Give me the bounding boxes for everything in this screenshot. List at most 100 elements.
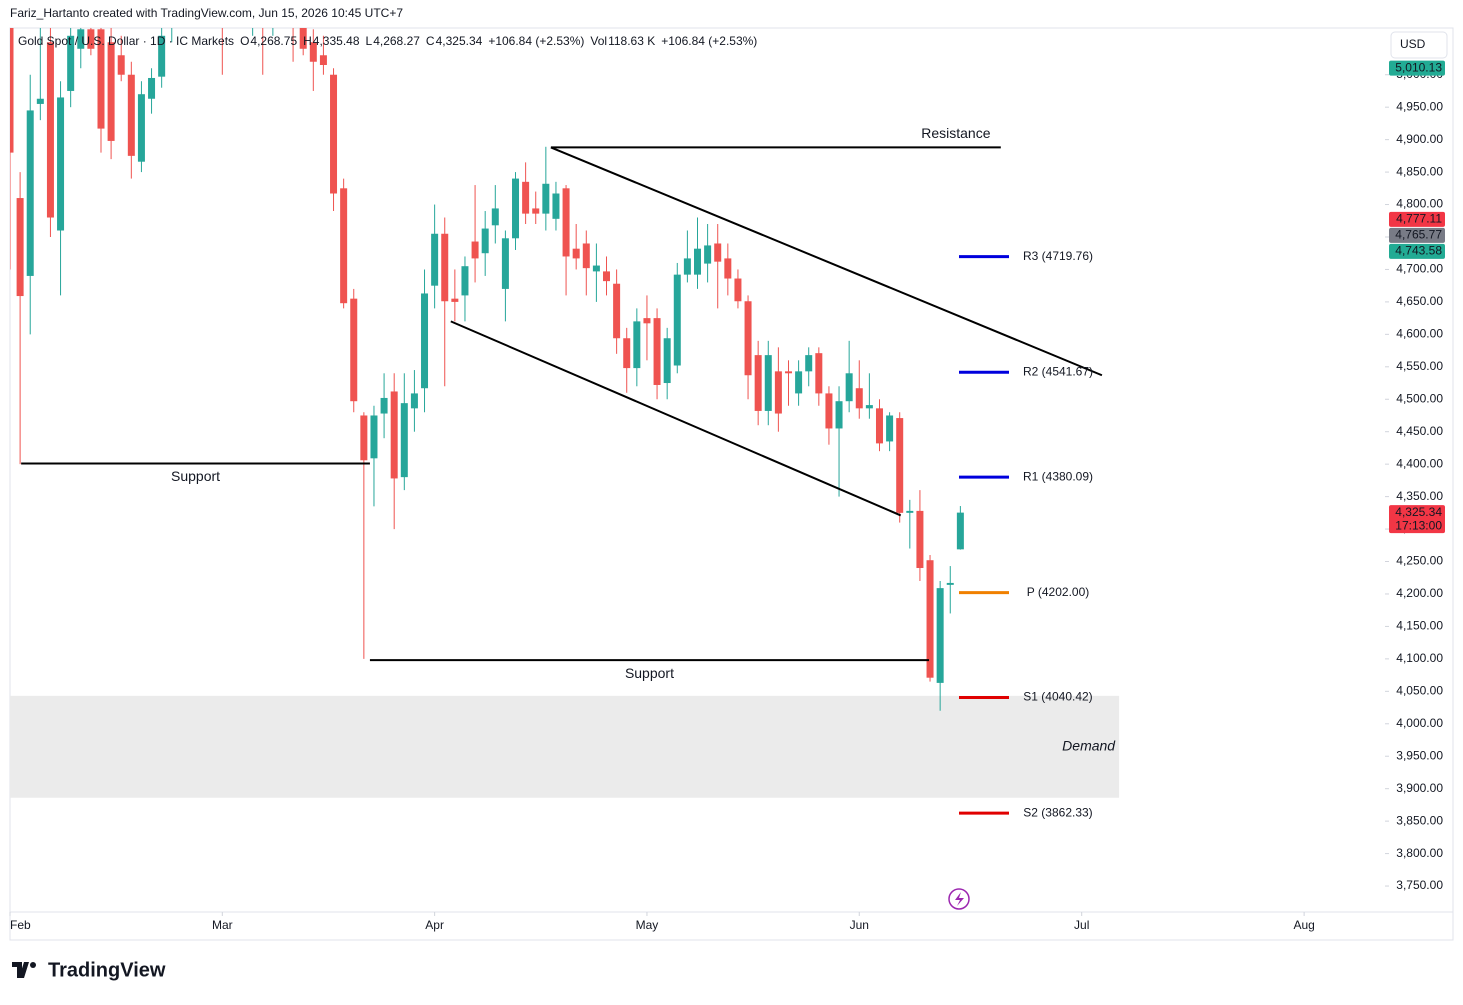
candle-body [896,418,904,513]
candle-body [906,510,914,513]
candle-body [552,193,560,219]
currency-button[interactable] [1390,31,1448,59]
y-tick-label: 4,150.00 [1396,619,1443,633]
y-tick-label: 4,900.00 [1396,132,1443,146]
candle-body [724,258,732,279]
logo: TradingView [12,959,166,981]
price-badge-label: 4,777.11 [1396,212,1442,226]
candle-body [623,338,631,369]
y-tick-label: 4,450.00 [1396,424,1443,438]
candle-body [532,208,540,214]
line-label: Resistance [921,125,990,141]
y-tick-label: 4,200.00 [1396,586,1443,600]
trend-line [550,146,1103,377]
y-tick-label: 3,900.00 [1396,781,1443,795]
candle-body [886,415,894,442]
candle-body [481,228,489,254]
candle-body [582,243,590,269]
candle-body [431,233,439,286]
candle-body [501,238,509,289]
pivot-label: S2 (3862.33) [1023,805,1092,819]
ohlc-key: C [426,34,435,48]
y-tick-label: 4,600.00 [1396,327,1443,341]
candle-body [633,321,641,369]
candle-body [754,355,762,411]
candle-body [683,258,691,275]
candle-body [451,298,459,302]
candle-body [562,188,570,257]
y-tick-label: 3,750.00 [1396,878,1443,892]
candle-body [87,29,95,49]
y-tick-label: 4,550.00 [1396,359,1443,373]
candle-body [330,74,338,194]
pivot-label: R2 (4541.67) [1023,364,1093,378]
y-tick-label: 4,850.00 [1396,164,1443,178]
y-tick-label: 4,050.00 [1396,683,1443,697]
x-tick-label: Apr [425,918,444,932]
candle-body [764,355,772,411]
x-tick-label: Aug [1293,918,1314,932]
candle-body [67,35,75,91]
x-tick-label: Jun [850,918,869,932]
legend-item: 118.63 K [608,34,655,48]
candle-body [714,243,722,262]
candle-body [592,265,600,272]
candle-body [158,35,166,77]
y-tick-label: 3,850.00 [1396,813,1443,827]
candle-body [57,97,65,231]
candle-body [441,233,449,302]
candle-body [572,248,580,259]
line-label: Support [625,665,674,681]
candle-body [855,388,863,409]
candle-body [107,42,115,141]
candle-body [421,293,429,389]
candle-body [603,271,611,282]
candle-body [673,274,681,366]
candle-body [795,371,803,394]
y-tick-label: 4,700.00 [1396,262,1443,276]
candle-body [522,181,530,214]
y-tick-label: 4,800.00 [1396,197,1443,211]
candle-body [916,510,924,569]
candle-body [956,512,964,550]
candle-body [542,183,550,214]
legend-item: Vol [590,34,607,48]
candle-body [471,241,479,259]
candle-body [613,283,621,339]
logo-dot [30,962,36,968]
currency[interactable]: USD [1400,37,1426,51]
candle-body [926,560,934,678]
chart-frame [9,27,1454,941]
logo-mark [12,962,29,978]
candle-body [825,393,833,429]
legend: Gold Spot / U.S. Dollar · 1D · IC Market… [18,34,757,48]
ohlc-value: 4,335.48 [313,34,360,48]
plot-area [10,28,1120,815]
price-badge-sublabel: 17:13:00 [1395,518,1442,532]
candle-body [360,415,368,461]
candle-body [653,318,661,385]
candle-body [77,29,85,49]
price-badge-label: 4,743.58 [1395,244,1442,258]
price-badge [1389,243,1445,259]
candle-body [946,582,954,585]
candle-body [148,77,156,99]
ohlc-value: 4,268.27 [373,34,420,48]
candle-body [350,298,358,402]
candle-body [340,188,348,304]
credit: Fariz_Hartanto created with TradingView.… [10,6,403,20]
candle-body [370,415,378,459]
candle-body [512,178,520,239]
candle-body [410,393,418,409]
y-tick-label: 4,350.00 [1396,489,1443,503]
ohlc-key: O [240,34,249,48]
price-badge-label: 4,325.34 [1395,505,1442,519]
y-tick-label: 3,800.00 [1396,846,1443,860]
replay-icon[interactable] [948,888,970,910]
candle-body [815,353,823,394]
price-badge-label: 5,010.13 [1395,60,1442,74]
y-tick-label: 4,650.00 [1396,294,1443,308]
price-badge-label: 4,765.77 [1395,228,1442,242]
candle-body [46,42,54,218]
